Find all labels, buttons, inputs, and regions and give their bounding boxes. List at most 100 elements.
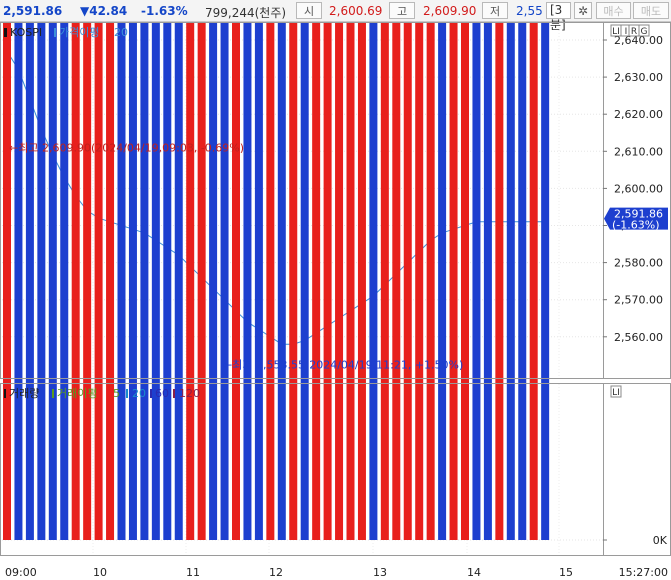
volume-bar [151,22,160,540]
pane-corner-label: LI [612,27,620,37]
volume-bars [3,22,550,540]
volume-legend-ma20: 20 [132,387,146,400]
volume-bar [392,22,401,540]
current-price-tag-pct: (-1.63%) [612,219,660,232]
legend-symbol: KOSPI [10,26,42,39]
chart-labels: KOSPI 가격이평 20 LI I R G ←최고 2,609.90(2024/04/19,… [4,24,668,400]
xtick-label: 12 [269,566,283,579]
low-value: 2,55 [516,4,543,18]
current-price-tag-value: 2,591.86 [614,208,663,221]
legend-marker-ma120 [173,389,175,398]
current-price: 2,591.86 [3,4,63,18]
xtick-label: 09:00 [5,566,37,579]
xtick-label: 10 [93,566,107,579]
current-price-tag [604,207,668,230]
settings-button[interactable]: ✲ [574,2,592,19]
volume-bar [369,22,378,540]
volume-value: 799,244(천주) [205,6,287,20]
volume-legend-ma: 거래이평 [57,387,97,400]
volume-bar [415,22,424,540]
volume-bar [461,22,469,540]
volume-bar [117,22,126,540]
volume-ytick-label: 0K [653,534,668,547]
volume-bar [106,22,115,540]
volume-bar [426,22,435,540]
pane-corner-box [638,24,650,37]
legend-marker-ma20 [126,389,128,398]
volume-bar [266,22,275,540]
volume-bar [94,22,103,540]
legend-ma-label: 가격이평 [59,26,99,39]
volume-corner-box [610,385,622,398]
high-value: 2,609.90 [423,4,477,18]
interval-selector[interactable]: [3분] [546,2,571,32]
volume-bar [312,22,321,540]
volume-bar [449,22,458,540]
volume-bar [506,22,515,540]
low-annotation: ←최저 2,553.55(2024/04/19,11:21, +1.50%) [223,359,463,372]
volume-legend-title: 거래량 [9,387,39,400]
price-change-pct: -1.63% [141,4,188,18]
legend-marker-volume [4,389,6,398]
quote-toolbar: 2,591.86 ▼42.84 -1.63% 799,244(천주) 시 2,6… [0,0,671,32]
volume-bar [403,22,412,540]
volume-bar [48,22,57,540]
volume-bar [518,22,527,540]
legend-marker-kospi [4,28,7,37]
volume-bar [541,22,550,540]
volume-bar [300,22,309,540]
volume-bar [163,22,172,540]
volume-bar [243,22,252,540]
volume-bar [186,22,195,540]
volume-bar [83,22,92,540]
legend-ma-period: 20 [114,26,128,39]
volume-bar [277,22,286,540]
price-ytick-label: 2,610.00 [614,145,663,158]
xtick-label: 13 [373,566,387,579]
chart-area[interactable]: 2,640.00 2,630.00 2,620.00 2,610.00 2,600.00… [0,22,671,580]
legend-marker-ma60 [150,389,152,398]
pane-corner-label: R [631,27,637,37]
volume-bar [128,22,137,540]
volume-bar [472,22,481,540]
legend-marker-ma [54,28,56,37]
high-label: 고 [389,2,415,19]
xtick-label: 11 [186,566,200,579]
volume-bar [483,22,492,540]
volume-bar [323,22,332,540]
volume-legend-ma120: 120 [179,387,200,400]
volume-bar [60,22,69,540]
volume-bar [346,22,355,540]
open-value: 2,600.69 [329,4,383,18]
axes: 2,640.00 2,630.00 2,620.00 2,610.00 2,600.00… [0,22,671,579]
price-change: ▼42.84 [80,4,128,18]
volume-bar [37,22,46,540]
legend-marker-ma5 [52,389,54,398]
volume-legend-ma5: 5 [113,387,120,400]
open-label: 시 [296,2,322,19]
price-ytick-label: 2,600.00 [614,182,663,195]
volume-bar [209,22,218,540]
volume-bar [438,22,447,540]
volume-bar [197,22,206,540]
volume-bar [380,22,389,540]
volume-corner-label: LI [612,388,620,398]
xtick-label: 14 [467,566,481,579]
volume-bar [140,22,149,540]
volume-bar [335,22,344,540]
price-ytick-label: 2,640.00 [614,34,663,47]
price-ytick-label: 2,630.00 [614,71,663,84]
price-ytick-label: 2,570.00 [614,294,663,307]
gear-icon: ✲ [577,4,589,18]
buy-button[interactable]: 매수 [596,2,631,19]
sell-button[interactable]: 매도 [633,2,669,19]
volume-bar [174,22,183,540]
volume-bar [529,22,538,540]
volume-bar [495,22,504,540]
low-label: 저 [482,2,508,19]
volume-bar [254,22,263,540]
volume-bar [3,22,11,540]
volume-bar [357,22,366,540]
volume-bar [14,22,23,540]
price-ytick-label: 2,580.00 [614,257,663,270]
